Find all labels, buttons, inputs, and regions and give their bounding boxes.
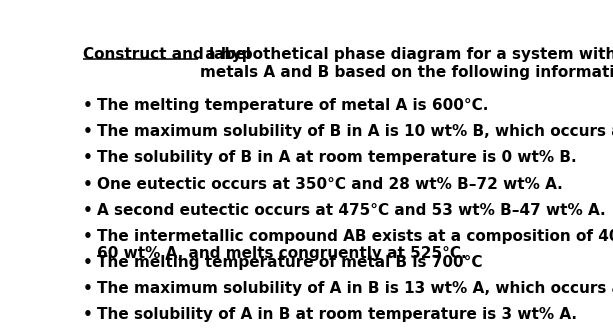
Text: One eutectic occurs at 350°C and 28 wt% B–72 wt% A.: One eutectic occurs at 350°C and 28 wt% … — [97, 177, 563, 191]
Text: The solubility of B in A at room temperature is 0 wt% B.: The solubility of B in A at room tempera… — [97, 150, 577, 165]
Text: •: • — [83, 255, 93, 270]
Text: •: • — [83, 98, 93, 113]
Text: The maximum solubility of B in A is 10 wt% B, which occurs at 350°C.: The maximum solubility of B in A is 10 w… — [97, 124, 613, 139]
Text: •: • — [83, 229, 93, 244]
Text: •: • — [83, 308, 93, 322]
Text: The melting temperature of metal A is 600°C.: The melting temperature of metal A is 60… — [97, 98, 489, 113]
Text: Construct and label: Construct and label — [83, 47, 251, 62]
Text: •: • — [83, 177, 93, 191]
Text: •: • — [83, 281, 93, 296]
Text: The solubility of A in B at room temperature is 3 wt% A.: The solubility of A in B at room tempera… — [97, 308, 577, 322]
Text: •: • — [83, 124, 93, 139]
Text: a hypothetical phase diagram for a system with
metals A and B based on the follo: a hypothetical phase diagram for a syste… — [200, 47, 613, 80]
Text: The intermetallic compound AB exists at a composition of 40 wt% B–
60 wt% A, and: The intermetallic compound AB exists at … — [97, 229, 613, 261]
Text: The maximum solubility of A in B is 13 wt% A, which occurs at 475°C.: The maximum solubility of A in B is 13 w… — [97, 281, 613, 296]
Text: The melting temperature of metal B is 700°C: The melting temperature of metal B is 70… — [97, 255, 482, 270]
Text: •: • — [83, 203, 93, 218]
Text: •: • — [83, 150, 93, 165]
Text: A second eutectic occurs at 475°C and 53 wt% B–47 wt% A.: A second eutectic occurs at 475°C and 53… — [97, 203, 606, 218]
